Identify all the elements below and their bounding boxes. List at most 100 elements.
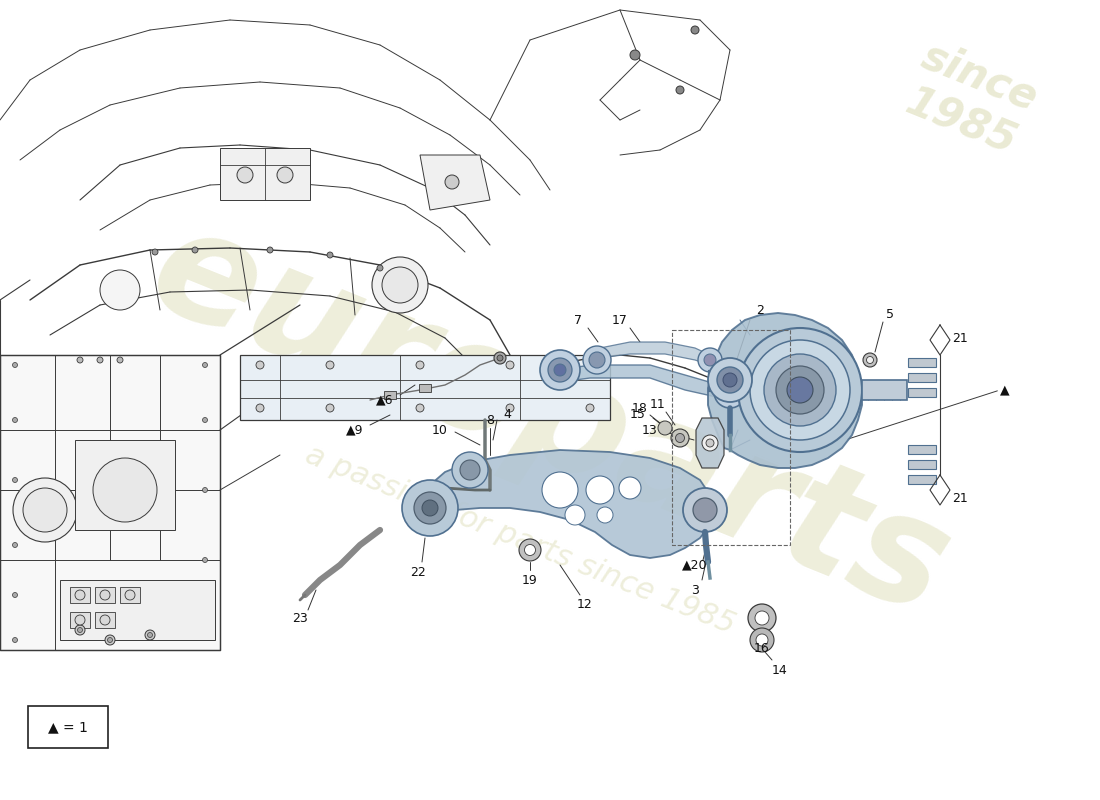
Bar xyxy=(95,587,116,603)
Bar xyxy=(120,587,140,603)
Circle shape xyxy=(202,362,208,367)
Circle shape xyxy=(416,404,424,412)
Circle shape xyxy=(586,404,594,412)
Circle shape xyxy=(12,362,18,367)
Circle shape xyxy=(12,638,18,642)
Bar xyxy=(70,612,90,628)
Circle shape xyxy=(691,26,698,34)
Circle shape xyxy=(377,265,383,271)
Text: 7: 7 xyxy=(574,314,582,326)
Bar xyxy=(862,380,907,400)
Circle shape xyxy=(460,460,480,480)
Circle shape xyxy=(750,628,774,652)
Bar xyxy=(908,388,936,397)
Bar xyxy=(240,355,611,420)
Circle shape xyxy=(720,383,739,401)
Circle shape xyxy=(152,249,158,255)
Circle shape xyxy=(77,357,82,363)
Circle shape xyxy=(202,558,208,562)
Circle shape xyxy=(326,404,334,412)
Circle shape xyxy=(108,638,112,642)
Circle shape xyxy=(586,361,594,369)
Circle shape xyxy=(755,611,769,625)
Circle shape xyxy=(382,267,418,303)
Circle shape xyxy=(12,418,18,422)
Circle shape xyxy=(267,247,273,253)
Circle shape xyxy=(864,353,877,367)
Circle shape xyxy=(497,355,503,361)
Text: 21: 21 xyxy=(953,491,968,505)
Polygon shape xyxy=(420,450,715,558)
Bar xyxy=(672,330,790,545)
Circle shape xyxy=(738,328,862,452)
Text: ▲20: ▲20 xyxy=(682,558,707,571)
Text: 12: 12 xyxy=(578,598,593,611)
Text: 5: 5 xyxy=(886,309,894,322)
Circle shape xyxy=(145,630,155,640)
Circle shape xyxy=(97,357,103,363)
Text: 17: 17 xyxy=(612,314,628,326)
Circle shape xyxy=(671,429,689,447)
Text: 2: 2 xyxy=(756,303,763,317)
Text: 21: 21 xyxy=(953,331,968,345)
Circle shape xyxy=(256,361,264,369)
Text: 15: 15 xyxy=(630,409,646,422)
Circle shape xyxy=(277,167,293,183)
Circle shape xyxy=(506,361,514,369)
Bar xyxy=(908,445,936,454)
Bar xyxy=(75,440,175,530)
Circle shape xyxy=(675,434,684,442)
Bar xyxy=(419,384,431,392)
Circle shape xyxy=(327,252,333,258)
Circle shape xyxy=(75,615,85,625)
Circle shape xyxy=(714,376,746,408)
Bar xyxy=(908,373,936,382)
Polygon shape xyxy=(696,418,724,468)
Text: 14: 14 xyxy=(772,663,788,677)
Circle shape xyxy=(586,476,614,504)
Polygon shape xyxy=(420,155,490,210)
Circle shape xyxy=(147,633,153,638)
Text: since
1985: since 1985 xyxy=(896,35,1043,165)
Circle shape xyxy=(416,361,424,369)
Bar xyxy=(908,358,936,367)
Circle shape xyxy=(104,635,116,645)
Circle shape xyxy=(519,539,541,561)
Circle shape xyxy=(756,634,768,646)
Circle shape xyxy=(192,247,198,253)
Text: 10: 10 xyxy=(432,423,448,437)
Circle shape xyxy=(12,593,18,598)
Circle shape xyxy=(402,480,458,536)
Circle shape xyxy=(565,505,585,525)
Circle shape xyxy=(414,492,446,524)
Text: ▲9: ▲9 xyxy=(346,423,364,437)
Text: 13: 13 xyxy=(642,423,658,437)
Circle shape xyxy=(236,167,253,183)
Circle shape xyxy=(704,354,716,366)
Circle shape xyxy=(748,604,775,632)
Circle shape xyxy=(100,590,110,600)
Text: 3: 3 xyxy=(691,583,698,597)
Bar xyxy=(384,391,396,399)
Circle shape xyxy=(542,472,578,508)
Text: 16: 16 xyxy=(755,642,770,654)
Polygon shape xyxy=(590,342,710,365)
Circle shape xyxy=(619,477,641,499)
Circle shape xyxy=(750,340,850,440)
Circle shape xyxy=(75,625,85,635)
Circle shape xyxy=(326,361,334,369)
Circle shape xyxy=(452,452,488,488)
Bar xyxy=(908,475,936,484)
Circle shape xyxy=(708,358,752,402)
Circle shape xyxy=(630,50,640,60)
Text: 11: 11 xyxy=(650,398,666,411)
Circle shape xyxy=(75,590,85,600)
Circle shape xyxy=(525,545,536,555)
Circle shape xyxy=(597,507,613,523)
Circle shape xyxy=(100,270,140,310)
Circle shape xyxy=(422,500,438,516)
Circle shape xyxy=(256,404,264,412)
Text: 23: 23 xyxy=(293,611,308,625)
Circle shape xyxy=(698,348,722,372)
Circle shape xyxy=(702,435,718,451)
